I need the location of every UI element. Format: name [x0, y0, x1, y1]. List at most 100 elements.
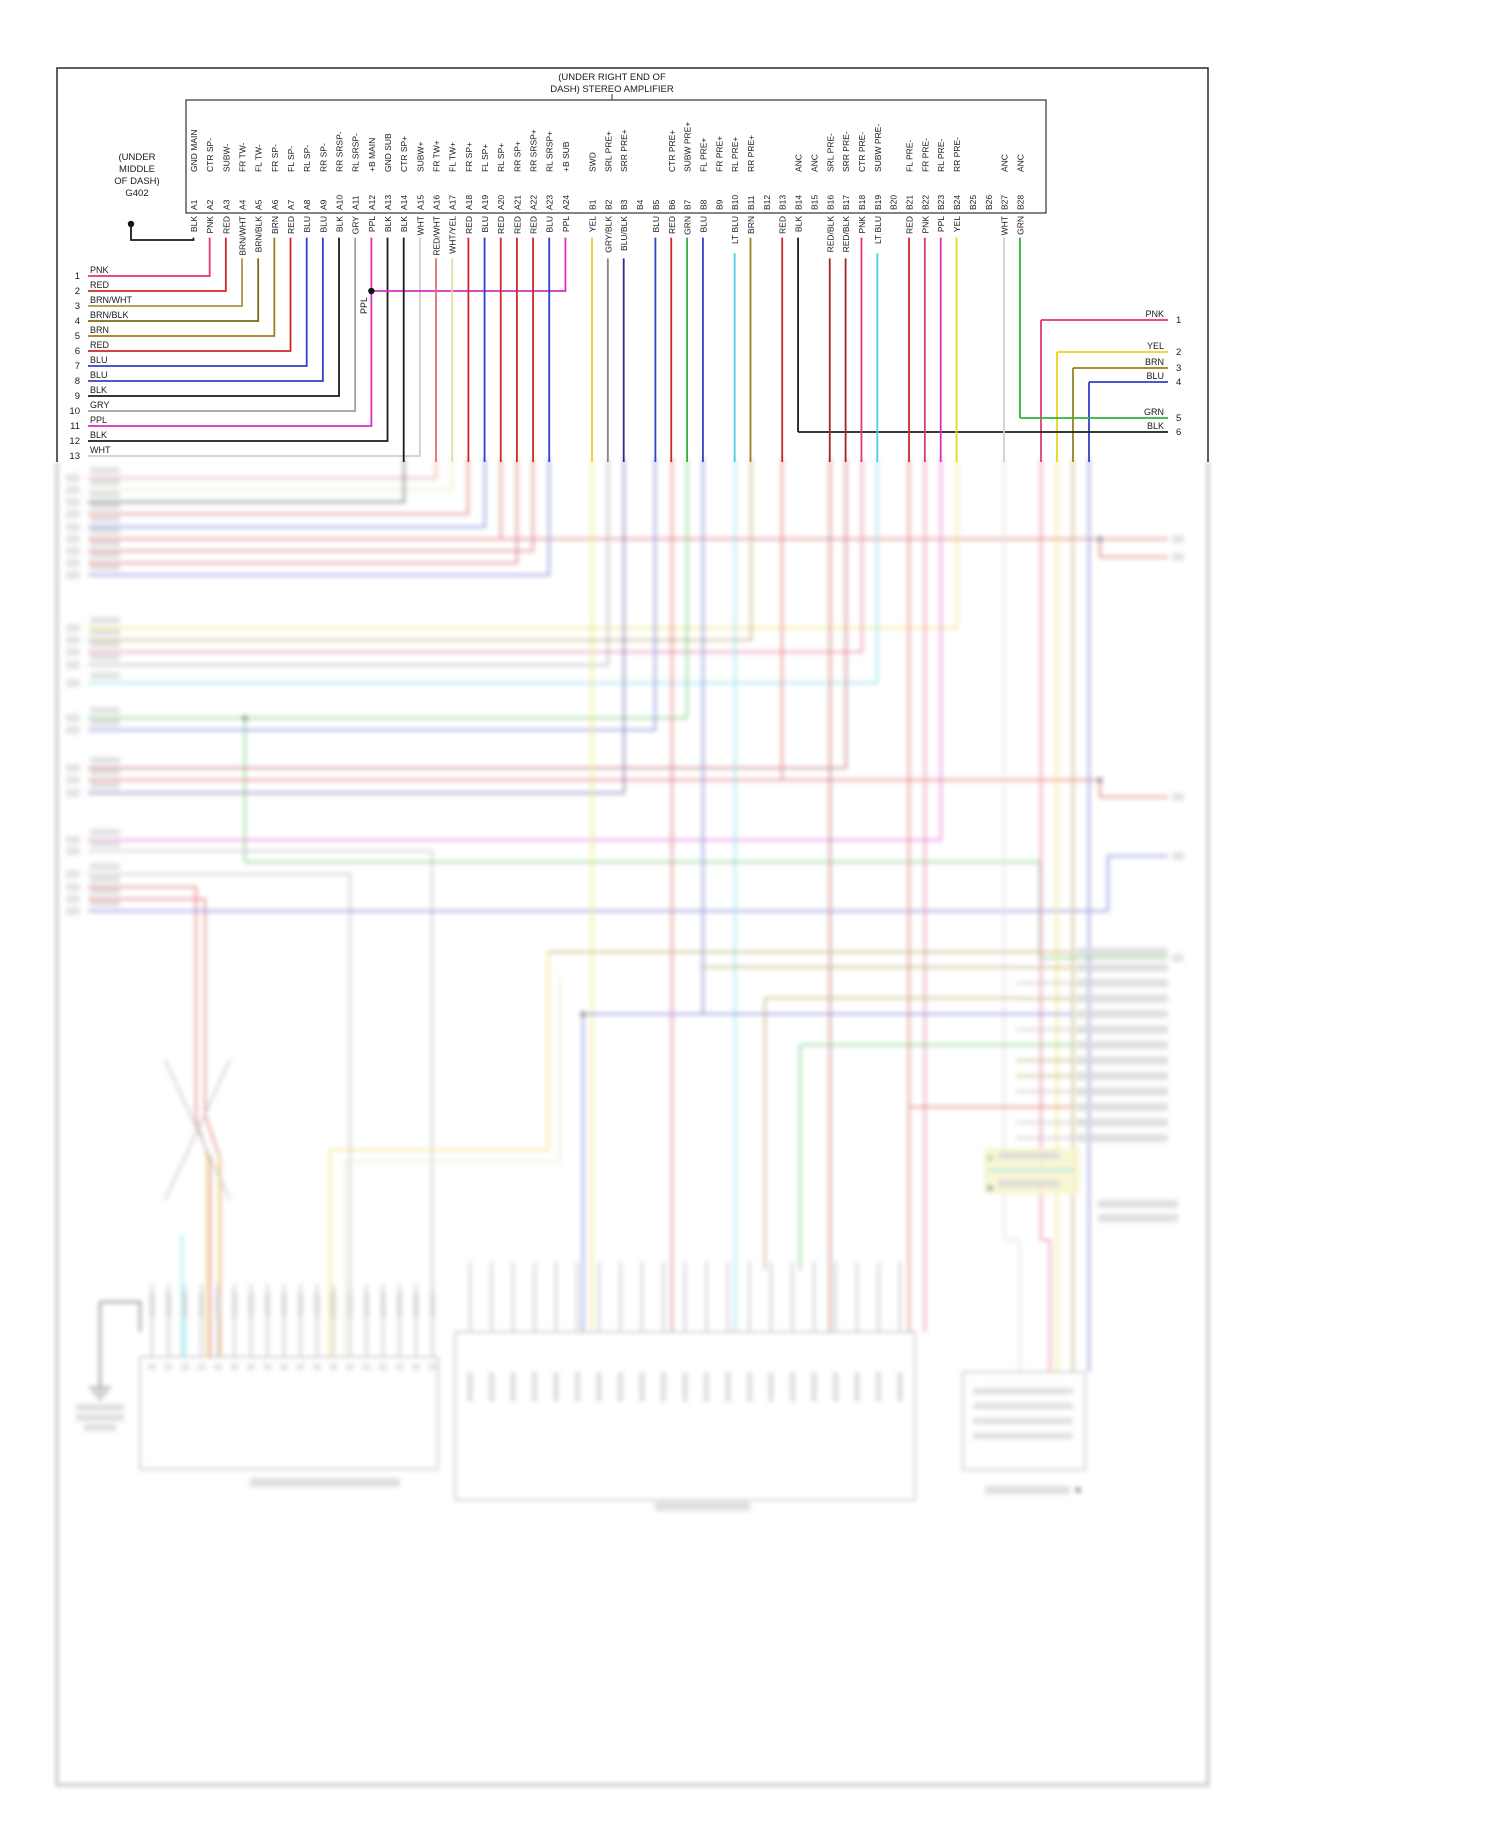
pin-signal-A16: FR TW+ [432, 140, 442, 172]
pin-id-B15: B15 [809, 195, 819, 210]
diagram-sharp-region: GND MAIN A1 BLK CTR SP- A2 PNK SUBW- A3 RED FR TW… [56, 67, 1209, 462]
left-wire-12 [88, 237, 389, 442]
blurred-wire [88, 458, 609, 666]
pin-signal-A19: FL SP+ [480, 144, 490, 172]
blurred-text [639, 1372, 645, 1402]
blurred-wire [88, 458, 847, 769]
pin-color-A22: RED [529, 216, 539, 234]
blurred-text [1172, 793, 1184, 801]
blurred-text [1076, 1103, 1168, 1111]
amplifier-location-label-line2: DASH) STEREO AMPLIFIER [550, 84, 674, 95]
pin-id-B20: B20 [889, 195, 899, 210]
pin-color-A4: BRN/WHT [238, 216, 248, 256]
blurred-text [197, 1364, 206, 1370]
pin-color-A14: BLK [399, 216, 409, 232]
pin-color-A15: WHT [415, 216, 425, 235]
pin-color-A12: PPL [367, 216, 377, 232]
pin-signal-B11: RR PRE+ [746, 135, 756, 172]
pin-signal-A7: FL SP- [286, 146, 296, 172]
pin-id-A9: A9 [318, 199, 328, 210]
pin-id-B22: B22 [920, 195, 930, 210]
left-wire-color-3: BRN/WHT [90, 295, 132, 305]
pin-signal-A8: RL SP- [302, 145, 312, 172]
pin-signal-B16: SRL PRE- [825, 133, 835, 172]
blurred-text [596, 1372, 602, 1402]
left-wire-color-9: BLK [90, 385, 107, 395]
blurred-text [90, 617, 120, 624]
ground-label-line2: MIDDLE [119, 164, 155, 175]
pin-signal-A21: RR SP+ [512, 141, 522, 172]
pin-color-B5: BLU [651, 216, 661, 233]
pin-color-A5: BRN/BLK [254, 216, 264, 253]
blurred-text [682, 1372, 688, 1402]
blurred-text [90, 503, 120, 510]
blurred-text [854, 1372, 860, 1402]
blurred-text [90, 552, 120, 559]
pin-color-B3: BLU/BLK [619, 216, 629, 251]
blurred-text [973, 1403, 1073, 1409]
left-wire-number-6: 6 [75, 346, 80, 357]
pin-id-B5: B5 [651, 199, 661, 210]
blurred-text [298, 1292, 303, 1318]
blurred-text [90, 672, 120, 679]
blurred-text [380, 1292, 386, 1318]
blurred-text [90, 540, 120, 547]
blurred-wire [88, 779, 1168, 798]
blurred-text [430, 1292, 435, 1318]
right-wire-number-1: 1 [1176, 315, 1181, 326]
pin-color-B21: RED [905, 216, 915, 234]
blurred-wire [88, 458, 405, 503]
blurred-text [553, 1372, 559, 1402]
blurred-text [973, 1388, 1073, 1394]
pin-color-B19: LT BLU [873, 216, 883, 244]
left-wire-8 [88, 237, 324, 382]
pin-id-B7: B7 [683, 199, 693, 210]
blurred-text [66, 474, 80, 482]
pin-signal-A1: GND MAIN [189, 130, 199, 173]
blurred-text [1098, 1200, 1178, 1208]
blurred-text [90, 491, 120, 498]
pin-signal-A6: FR SP- [270, 144, 280, 172]
blurred-text [265, 1292, 270, 1318]
pin-id-A2: A2 [205, 199, 215, 210]
blurred-text [973, 1418, 1073, 1424]
pin-signal-B2: SRL PRE+ [603, 131, 613, 172]
blurred-text [66, 510, 80, 518]
blurred-text [704, 1372, 709, 1402]
pin-color-A6: BRN [270, 216, 280, 234]
blurred-text [1076, 1087, 1168, 1096]
blurred-wire [88, 458, 942, 841]
blurred-text [1172, 535, 1184, 543]
pin-signal-A22: RR SRSP+ [529, 129, 539, 172]
blurred-wire [88, 538, 1168, 558]
pin-id-B9: B9 [714, 199, 724, 210]
pin-id-B3: B3 [619, 199, 629, 210]
blurred-text [1076, 1010, 1168, 1018]
blurred-text [1076, 948, 1168, 956]
blurred-text [1076, 1072, 1168, 1080]
blurred-text [230, 1364, 239, 1370]
blurred-wire [88, 458, 958, 629]
blurred-text [66, 636, 80, 644]
junction-dot [987, 1185, 993, 1191]
junction-dot [1097, 777, 1103, 783]
pin-color-A24: PPL [561, 216, 571, 232]
blurred-text [90, 629, 120, 636]
pin-color-A3: RED [221, 216, 231, 234]
pin-color-B27: WHT [1000, 216, 1010, 235]
pin-id-A3: A3 [221, 199, 231, 210]
pin-color-A21: RED [512, 216, 522, 234]
blurred-wire [88, 886, 211, 1357]
blurred-text [725, 1372, 731, 1402]
left-wire-1 [88, 237, 211, 277]
blurred-text [346, 1364, 354, 1370]
pin-color-B13: RED [778, 216, 788, 234]
blurred-text [66, 624, 80, 632]
pin-signal-B10: RL PRE+ [730, 137, 740, 172]
blurred-text [90, 528, 120, 535]
pin-id-B16: B16 [825, 195, 835, 210]
pin-id-B4: B4 [635, 199, 645, 210]
pin-id-B21: B21 [905, 195, 915, 210]
pin-id-A20: A20 [496, 195, 506, 210]
pin-id-A24: A24 [561, 195, 571, 210]
